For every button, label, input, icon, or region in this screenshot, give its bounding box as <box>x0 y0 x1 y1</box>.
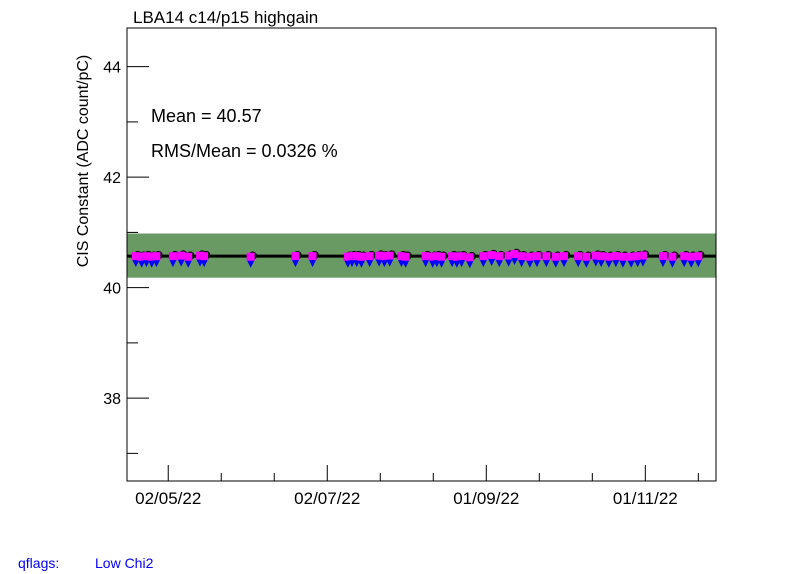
flag-square-marker <box>495 252 503 260</box>
y-tick-label: 38 <box>103 391 121 408</box>
y-tick-label: 40 <box>103 281 121 298</box>
rms-stat: RMS/Mean = 0.0326 % <box>151 141 338 161</box>
flag-square-marker <box>184 253 192 261</box>
chart-title: LBA14 c14/p15 highgain <box>133 8 318 27</box>
y-axis-label: CIS Constant (ADC count/pC) <box>75 55 92 268</box>
flag-square-marker <box>659 252 667 260</box>
flag-square-marker <box>309 252 317 260</box>
flag-square-marker <box>152 252 160 260</box>
flag-square-marker <box>518 252 526 260</box>
y-tick-label: 44 <box>103 60 121 77</box>
x-tick-label: 01/09/22 <box>453 489 519 508</box>
flag-square-marker <box>402 253 410 261</box>
flag-square-marker <box>357 253 365 261</box>
flag-square-marker <box>169 252 177 260</box>
flag-square-marker <box>542 252 550 260</box>
flag-square-marker <box>488 251 496 259</box>
flag-square-marker <box>574 252 582 260</box>
flag-square-marker <box>479 252 487 260</box>
x-tick-label: 01/11/22 <box>613 489 678 508</box>
x-axis: 02/05/22 02/07/22 01/09/22 01/11/22 <box>135 465 698 508</box>
flag-square-marker <box>366 252 374 260</box>
flag-square-marker <box>291 252 299 260</box>
flag-square-marker <box>177 252 185 260</box>
flag-square-marker <box>597 252 605 260</box>
flag-square-marker <box>200 252 208 260</box>
flag-square-marker <box>386 252 394 260</box>
flag-square-marker <box>552 253 560 261</box>
flag-square-marker <box>526 253 534 261</box>
flag-square-marker <box>458 252 466 260</box>
flag-square-marker <box>247 253 255 261</box>
mean-stat: Mean = 40.57 <box>151 106 262 126</box>
qflags-label: qflags: <box>18 555 59 571</box>
flag-square-marker <box>687 253 695 261</box>
qflags-value: Low Chi2 <box>95 555 153 571</box>
flag-square-marker <box>639 252 647 260</box>
flag-square-marker <box>511 250 519 258</box>
x-tick-label: 02/05/22 <box>135 489 201 508</box>
flag-square-marker <box>582 253 590 261</box>
flag-square-marker <box>605 253 613 261</box>
flag-square-marker <box>560 252 568 260</box>
flag-square-marker <box>438 253 446 261</box>
x-tick-label: 02/07/22 <box>294 489 360 508</box>
flag-square-marker <box>466 253 474 261</box>
flag-square-marker <box>533 252 541 260</box>
flag-square-marker <box>619 253 627 261</box>
flag-square-marker <box>694 252 702 260</box>
y-tick-label: 42 <box>103 170 121 187</box>
flag-square-marker <box>668 253 676 261</box>
